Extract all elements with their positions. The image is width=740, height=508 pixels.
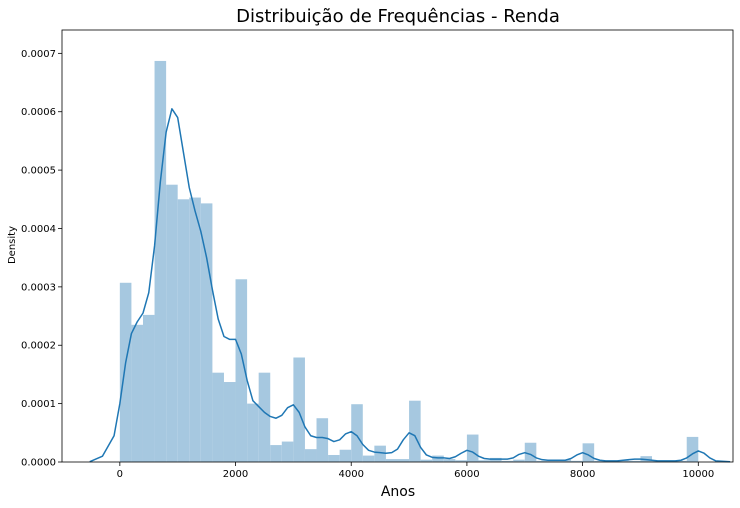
histogram-bar [466,434,479,462]
histogram-bar [501,460,514,462]
histogram-bars [119,60,699,463]
y-tick-label: 0.0002 [21,341,56,352]
x-tick-label: 10000 [682,469,714,480]
histogram-bar [617,460,629,462]
kde-layer [89,108,731,463]
histogram-bar [119,282,132,462]
histogram-bar [374,445,386,462]
histogram-bar [675,460,687,462]
histogram-bar [478,460,491,462]
y-tick-label: 0.0003 [21,282,56,293]
histogram-bar [212,372,224,462]
histogram-bar [316,418,329,462]
kde-line [89,108,731,463]
y-tick-label: 0.0006 [21,107,56,118]
y-tick-label: 0.0001 [21,399,56,410]
histogram-bar [247,403,259,462]
histogram-bar [362,455,375,462]
histogram-bar [628,460,641,462]
histogram-bar [351,404,363,462]
histogram-bar [490,457,502,462]
histogram-bar [594,460,606,462]
histogram-bar [686,436,699,462]
histogram-bar [524,442,537,462]
histogram-bar [455,460,467,462]
histogram-bar [513,459,525,462]
chart-title: Distribuição de Frequências - Renda [236,6,560,27]
histogram-bar [177,199,190,463]
histogram-bar [154,60,167,462]
histogram-bar [420,459,433,462]
histogram-bar [328,454,340,462]
histogram-bar [131,324,143,462]
histogram-bar [547,460,560,462]
histogram-bar [536,460,548,462]
x-axis-label: Anos [381,484,415,500]
x-tick-label: 2000 [223,469,248,480]
plot-frame [61,29,734,463]
histogram-bar [571,460,583,462]
y-axis-label: Density [7,226,18,264]
histogram-bar [281,441,294,462]
x-tick-label: 4000 [338,469,363,480]
histogram-bar [258,372,271,462]
histogram-bar [397,459,410,462]
histogram-bar [200,203,213,462]
y-tick-label: 0.0007 [21,49,56,60]
y-tick-label: 0.0004 [21,224,56,235]
axes: 0 2000 4000 6000 8000 10000 0.0000 0.0001 0.0002… [21,29,734,480]
histogram-bar [432,455,444,462]
histogram-bar [223,382,236,462]
histogram-bar [270,445,282,462]
histogram-bar [189,197,201,463]
histogram-bar [142,314,155,462]
histogram-bar [339,449,352,462]
histogram-bar [443,459,456,462]
x-tick-label: 8000 [570,469,595,480]
y-tick-label: 0.0000 [21,458,56,469]
x-tick-label: 6000 [454,469,479,480]
histogram-bar [385,459,398,462]
x-tick-label: 0 [117,469,123,480]
histogram-bar [166,184,178,462]
histogram-bar [409,400,421,462]
y-tick-label: 0.0005 [21,166,56,177]
histogram-bar [304,449,317,462]
histogram-bar [235,279,248,462]
histogram-bar [582,443,595,462]
histogram-bar [293,357,305,462]
